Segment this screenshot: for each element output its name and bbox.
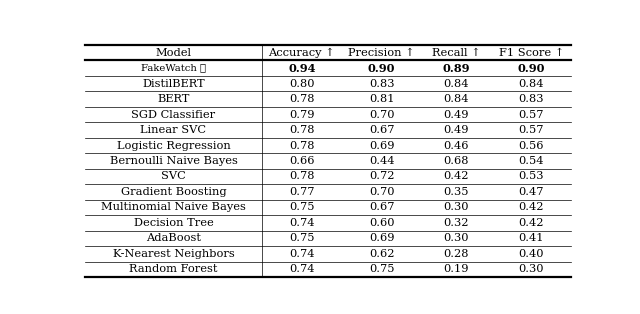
Text: FakeWatch Ⓣ: FakeWatch Ⓣ	[141, 64, 206, 73]
Text: 0.42: 0.42	[518, 203, 544, 212]
Text: Decision Tree: Decision Tree	[134, 218, 213, 228]
Text: 0.75: 0.75	[289, 233, 315, 243]
Text: 0.81: 0.81	[369, 94, 394, 104]
Text: 0.68: 0.68	[444, 156, 469, 166]
Text: 0.80: 0.80	[289, 78, 315, 89]
Text: F1 Score ↑: F1 Score ↑	[499, 48, 564, 58]
Text: 0.89: 0.89	[443, 63, 470, 74]
Text: 0.66: 0.66	[289, 156, 315, 166]
Text: 0.78: 0.78	[289, 94, 315, 104]
Text: Precision ↑: Precision ↑	[348, 48, 415, 58]
Text: 0.74: 0.74	[289, 264, 315, 274]
Text: 0.67: 0.67	[369, 125, 394, 135]
Text: SGD Classifier: SGD Classifier	[131, 110, 216, 120]
Text: 0.84: 0.84	[518, 78, 544, 89]
Text: 0.72: 0.72	[369, 171, 394, 181]
Text: SVC: SVC	[161, 171, 186, 181]
Text: 0.90: 0.90	[517, 63, 545, 74]
Text: 0.30: 0.30	[444, 233, 469, 243]
Text: 0.75: 0.75	[289, 203, 315, 212]
Text: 0.67: 0.67	[369, 203, 394, 212]
Text: 0.70: 0.70	[369, 110, 394, 120]
Text: 0.49: 0.49	[444, 125, 469, 135]
Text: 0.42: 0.42	[444, 171, 469, 181]
Text: Logistic Regression: Logistic Regression	[116, 140, 230, 150]
Text: 0.32: 0.32	[444, 218, 469, 228]
Text: 0.28: 0.28	[444, 249, 469, 259]
Text: 0.78: 0.78	[289, 125, 315, 135]
Text: 0.83: 0.83	[369, 78, 394, 89]
Text: 0.83: 0.83	[518, 94, 544, 104]
Text: 0.57: 0.57	[518, 110, 544, 120]
Text: 0.46: 0.46	[444, 140, 469, 150]
Text: 0.69: 0.69	[369, 233, 394, 243]
Text: 0.84: 0.84	[444, 78, 469, 89]
Text: 0.53: 0.53	[518, 171, 544, 181]
Text: 0.49: 0.49	[444, 110, 469, 120]
Text: 0.94: 0.94	[288, 63, 316, 74]
Text: DistilBERT: DistilBERT	[142, 78, 205, 89]
Text: 0.35: 0.35	[444, 187, 469, 197]
Text: 0.30: 0.30	[444, 203, 469, 212]
Text: 0.74: 0.74	[289, 218, 315, 228]
Text: BERT: BERT	[157, 94, 189, 104]
Text: 0.90: 0.90	[368, 63, 396, 74]
Text: 0.78: 0.78	[289, 140, 315, 150]
Text: 0.78: 0.78	[289, 171, 315, 181]
Text: 0.47: 0.47	[518, 187, 544, 197]
Text: 0.70: 0.70	[369, 187, 394, 197]
Text: 0.79: 0.79	[289, 110, 315, 120]
Text: 0.19: 0.19	[444, 264, 469, 274]
Text: K-Nearest Neighbors: K-Nearest Neighbors	[113, 249, 234, 259]
Text: Random Forest: Random Forest	[129, 264, 218, 274]
Text: 0.54: 0.54	[518, 156, 544, 166]
Text: 0.42: 0.42	[518, 218, 544, 228]
Text: Accuracy ↑: Accuracy ↑	[269, 48, 335, 58]
Text: Bernoulli Naive Bayes: Bernoulli Naive Bayes	[109, 156, 237, 166]
Text: 0.44: 0.44	[369, 156, 394, 166]
Text: Multinomial Naive Bayes: Multinomial Naive Bayes	[101, 203, 246, 212]
Text: 0.62: 0.62	[369, 249, 394, 259]
Text: Recall ↑: Recall ↑	[432, 48, 481, 58]
Text: Model: Model	[156, 48, 191, 58]
Text: Linear SVC: Linear SVC	[140, 125, 207, 135]
Text: 0.56: 0.56	[518, 140, 544, 150]
Text: 0.69: 0.69	[369, 140, 394, 150]
Text: 0.84: 0.84	[444, 94, 469, 104]
Text: 0.30: 0.30	[518, 264, 544, 274]
Text: 0.60: 0.60	[369, 218, 394, 228]
Text: Gradient Boosting: Gradient Boosting	[120, 187, 227, 197]
Text: 0.77: 0.77	[289, 187, 315, 197]
Text: 0.57: 0.57	[518, 125, 544, 135]
Text: 0.74: 0.74	[289, 249, 315, 259]
Text: 0.40: 0.40	[518, 249, 544, 259]
Text: 0.41: 0.41	[518, 233, 544, 243]
Text: 0.75: 0.75	[369, 264, 394, 274]
Text: AdaBoost: AdaBoost	[146, 233, 201, 243]
